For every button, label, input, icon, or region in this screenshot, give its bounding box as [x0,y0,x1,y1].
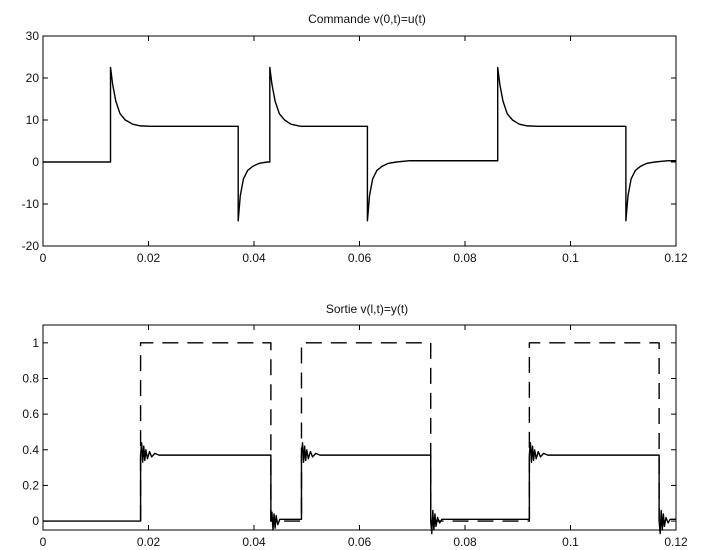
series-group [43,342,676,535]
x-tick-label: 0 [40,535,47,549]
x-tick-label: 0.08 [453,535,477,549]
axis-ticks: 0 0.02 0.04 0.06 0.08 0.1 0.12 0 0.2 0.4 0.6 0.8 1 [22,325,688,549]
x-tick-label: 0.06 [348,535,372,549]
x-tick-label: 0.04 [242,535,266,549]
x-tick-label: 0.08 [453,251,477,265]
x-tick-label: 0 [40,251,47,265]
y-tick-label: 10 [26,113,40,127]
y-tick-label: -20 [22,239,40,253]
y-tick-label: -10 [22,197,40,211]
chart-commande: Commande v(0,t)=u(t) 0 0.02 0.04 0.06 0.08 0.… [22,12,688,265]
y-tick-label: 0.2 [22,478,39,492]
x-tick-label: 0.02 [137,535,161,549]
reference-series-line [139,342,660,522]
x-tick-label: 0.1 [562,251,579,265]
x-tick-label: 0.06 [348,251,372,265]
signal-series-line [43,66,676,222]
plot-frame [42,324,677,531]
x-tick-label: 0.02 [137,251,161,265]
x-tick-label: 0.04 [242,251,266,265]
x-tick-label: 0.12 [664,251,688,265]
chart-title: Commande v(0,t)=u(t) [308,12,426,26]
x-tick-label: 0.1 [562,535,579,549]
chart-sortie: Sortie v(l,t)=y(t) 0 0.02 0.04 0.06 0.08 0.1 0… [22,302,688,549]
y-tick-label: 0.4 [22,443,39,457]
plot-frame [42,35,677,247]
y-tick-label: 20 [26,71,40,85]
y-tick-label: 0 [32,155,39,169]
y-tick-label: 30 [26,29,40,43]
y-tick-label: 0 [32,514,39,528]
x-tick-label: 0.12 [664,535,688,549]
axis-ticks: 0 0.02 0.04 0.06 0.08 0.1 0.12 -20 -10 0 10 20 30 [22,29,688,265]
series-group [43,66,676,222]
signal-series-line [43,441,676,535]
y-tick-label: 0.6 [22,407,39,421]
chart-title: Sortie v(l,t)=y(t) [326,302,408,316]
y-tick-label: 0.8 [22,371,39,385]
y-tick-label: 1 [32,336,39,350]
